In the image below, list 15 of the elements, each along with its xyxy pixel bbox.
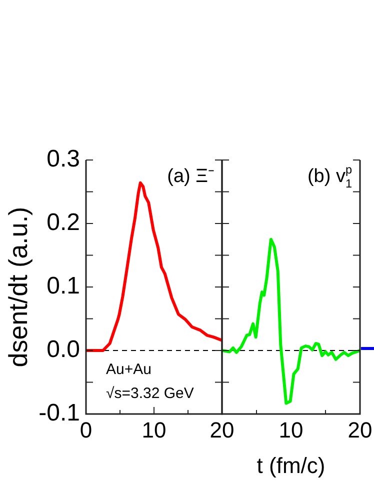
y-tick-label: 0.3 — [46, 146, 80, 173]
y-tick-label: 0.2 — [46, 209, 80, 236]
x-axis-title: t (fm/c) — [256, 452, 326, 478]
x-tick-label: 10 — [278, 417, 304, 442]
x-tick-label: 20 — [348, 417, 372, 442]
y-axis-title: dsent/dt (a.u.) — [2, 206, 33, 368]
x-tick-label: 10 — [142, 417, 166, 442]
x-tick-label: 0 — [80, 417, 92, 442]
annotation: Au+Au — [106, 361, 152, 378]
y-tick-label: -0.1 — [38, 400, 80, 427]
annotation: (a) Ξ⁻ — [167, 166, 214, 187]
annotation: √s=3.32 GeV — [106, 385, 194, 402]
y-tick-label: 0.1 — [46, 272, 80, 300]
y-tick-label: 0.0 — [46, 336, 80, 364]
x-tick-label: 20 — [210, 417, 234, 442]
